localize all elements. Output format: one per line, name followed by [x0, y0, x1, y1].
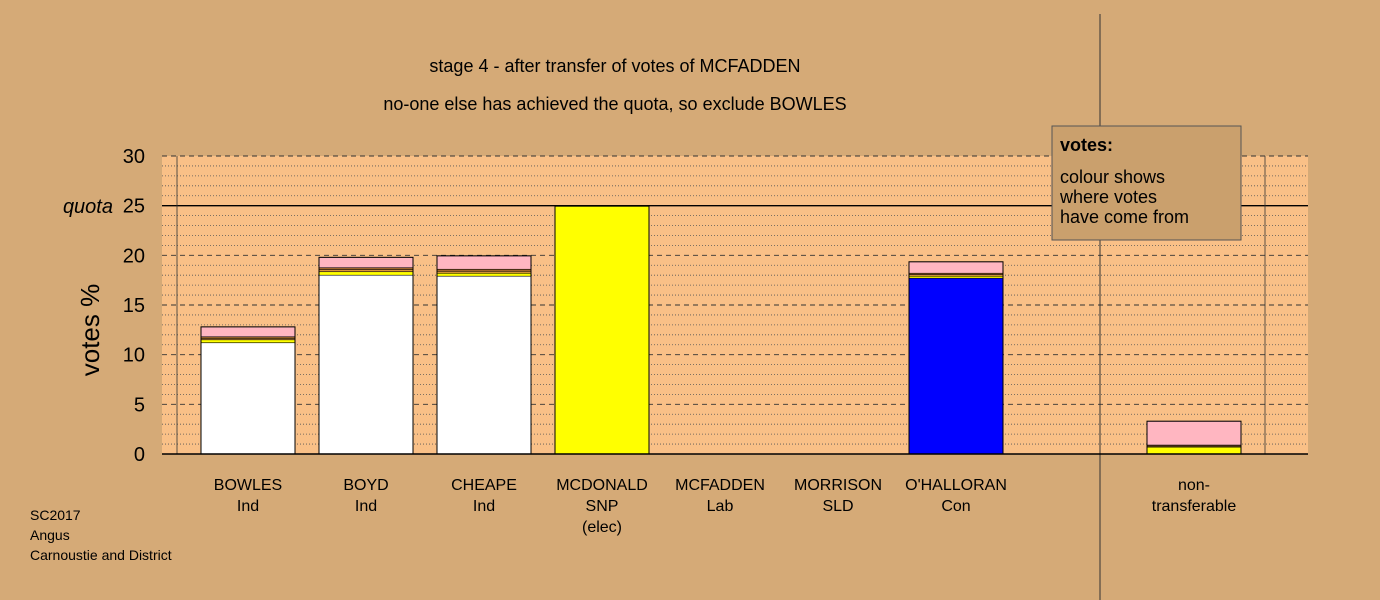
bar-segment-snp: [200, 339, 296, 344]
x-tick-label: BOWLES Ind: [214, 477, 282, 515]
footer: SC2017 Angus Carnoustie and District: [30, 507, 172, 563]
bar-segment-transfer: [436, 255, 532, 270]
x-tick-label-line: BOWLES: [214, 477, 282, 494]
bar-segment-snp: [554, 205, 650, 455]
bar-bowles: [200, 326, 296, 455]
y-tick-label: 0: [134, 444, 145, 466]
bar-segment-snp: [318, 271, 414, 276]
x-tick-label: MCDONALD SNP (elec): [556, 477, 648, 536]
x-tick-label-line: CHEAPE: [451, 477, 517, 494]
x-tick-label-line: SLD: [822, 498, 853, 515]
x-tick-label-line: transferable: [1152, 498, 1237, 515]
y-tick-label: 10: [123, 345, 145, 367]
bar-segment-snp: [1146, 446, 1242, 455]
y-axis-label: votes %: [75, 284, 105, 377]
x-tick-label-line: Con: [941, 498, 970, 515]
legend-line-1: colour shows: [1060, 167, 1165, 187]
legend-line-2: where votes: [1059, 187, 1157, 207]
footer-line-3: Carnoustie and District: [30, 547, 172, 563]
bar-segment-transfer: [318, 257, 414, 269]
bar-segment-transfer: [908, 261, 1004, 274]
chart-subtitle: no-one else has achieved the quota, so e…: [383, 94, 846, 114]
bar-cheape: [436, 255, 532, 455]
x-tick-label-line: non-: [1178, 477, 1210, 494]
bar-segment-ind: [200, 342, 296, 455]
x-tick-label-line: SNP: [586, 498, 619, 515]
bar-segment-transfer: [1146, 420, 1242, 446]
y-tick-label: 5: [134, 394, 145, 416]
chart-title: stage 4 - after transfer of votes of MCF…: [429, 56, 800, 76]
legend-box: votes: colour shows where votes have com…: [1051, 125, 1242, 241]
bar-segment-transfer: [200, 326, 296, 338]
y-tick-label: 15: [123, 295, 145, 317]
x-tick-label-nontransferable: non-transferable: [1152, 477, 1237, 515]
x-tick-label-line: Ind: [473, 498, 495, 515]
x-tick-label-line: MORRISON: [794, 477, 882, 494]
bar-segment-ind: [436, 275, 532, 455]
x-tick-label-line: (elec): [582, 519, 622, 536]
bar-segment-con: [908, 277, 1004, 455]
axes: 0 5 10 15 20 25 30 BOWLES Ind BOYD Ind CHEAPE Ind MCD…: [123, 14, 1308, 600]
bar-segment-ind: [318, 274, 414, 455]
y-tick-label: 20: [123, 245, 145, 267]
x-tick-label-line: Ind: [237, 498, 259, 515]
bar-segment-snp: [436, 272, 532, 277]
x-tick-label-line: BOYD: [343, 477, 388, 494]
y-tick-label: 30: [123, 146, 145, 168]
bar-boyd: [318, 256, 414, 455]
legend-line-3: have come from: [1060, 207, 1189, 227]
x-tick-label: BOYD Ind: [343, 477, 388, 515]
bars: [200, 205, 1242, 455]
x-tick-label-line: MCDONALD: [556, 477, 648, 494]
footer-line-2: Angus: [30, 527, 70, 543]
y-tick-label: 25: [123, 196, 145, 218]
bar-ohalloran: [908, 261, 1004, 455]
x-tick-label: MORRISON SLD: [794, 477, 882, 515]
x-tick-label-line: Lab: [707, 498, 734, 515]
bar-mcdonald: [554, 205, 650, 455]
x-tick-label-line: Ind: [355, 498, 377, 515]
x-tick-label-line: O'HALLORAN: [905, 477, 1007, 494]
x-tick-label: MCFADDEN Lab: [675, 477, 765, 515]
x-tick-label: O'HALLORAN Con: [905, 477, 1007, 515]
footer-line-1: SC2017: [30, 507, 81, 523]
bar-nontransferable: [1146, 420, 1242, 455]
legend-title: votes:: [1060, 135, 1113, 155]
x-tick-label-line: MCFADDEN: [675, 477, 765, 494]
quota-label: quota: [63, 196, 113, 218]
x-tick-label: CHEAPE Ind: [451, 477, 517, 515]
